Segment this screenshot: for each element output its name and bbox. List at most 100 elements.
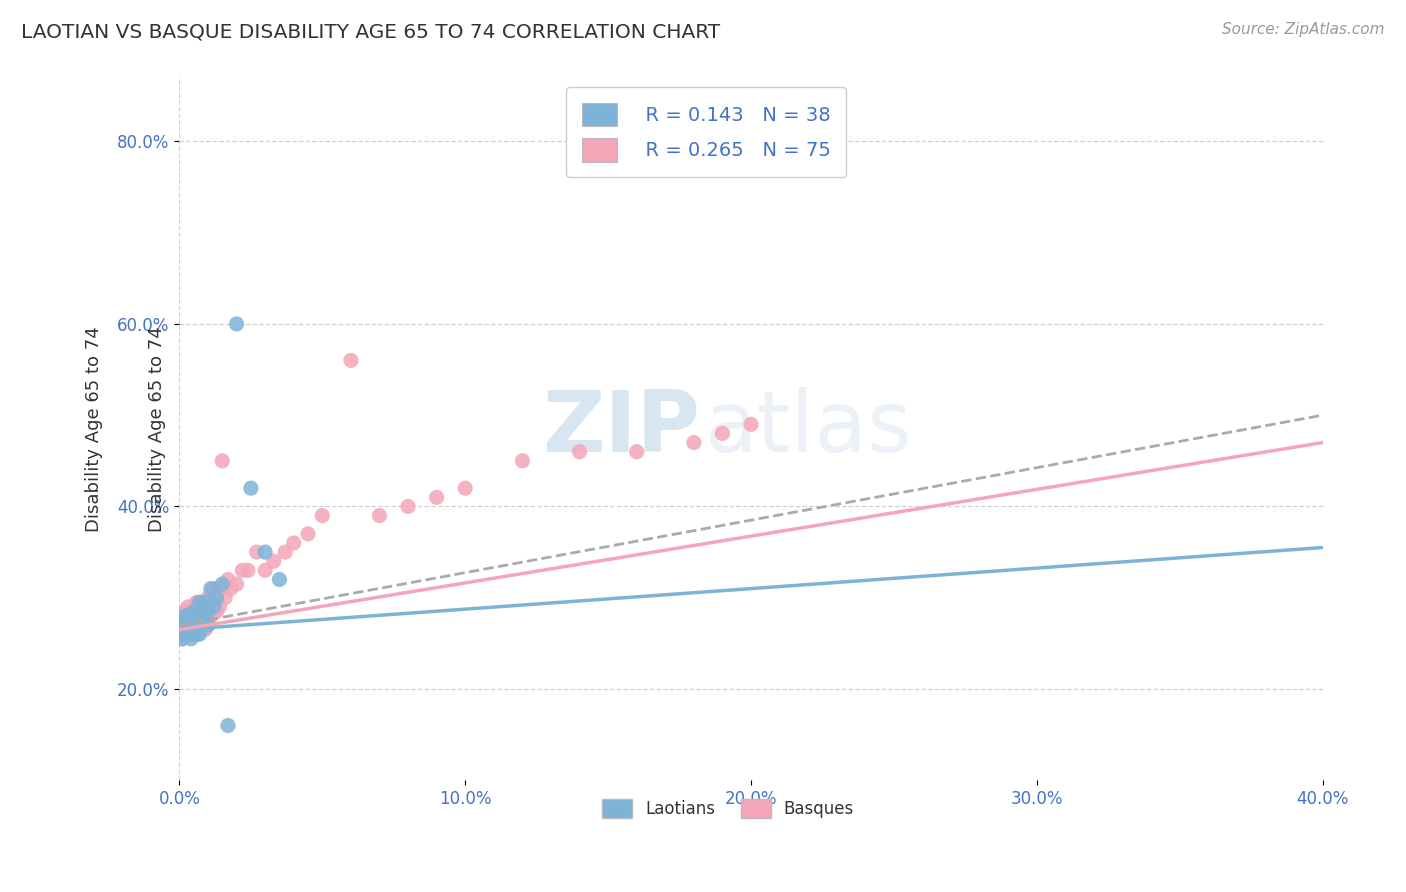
Point [188, 627, 211, 641]
Point [180, 627, 202, 641]
Point [225, 317, 247, 331]
Point [177, 599, 200, 614]
Point [454, 481, 477, 495]
Point [263, 554, 285, 568]
Point [174, 604, 197, 618]
Point [191, 623, 214, 637]
Point [274, 545, 297, 559]
Point [194, 623, 217, 637]
Point [183, 623, 205, 637]
Point [740, 417, 762, 432]
Point [169, 623, 191, 637]
Point [208, 599, 231, 614]
Point [174, 627, 197, 641]
Legend: Laotians, Basques: Laotians, Basques [596, 793, 860, 825]
Point [188, 595, 211, 609]
Point [197, 604, 219, 618]
Point [180, 618, 202, 632]
Point [174, 609, 197, 624]
Point [205, 586, 228, 600]
Point [180, 614, 202, 628]
Point [211, 454, 233, 468]
Point [254, 545, 277, 559]
Point [205, 591, 228, 605]
Point [254, 563, 277, 577]
Point [512, 454, 534, 468]
Point [172, 632, 194, 646]
Point [626, 444, 648, 458]
Point [188, 618, 211, 632]
Point [172, 623, 194, 637]
Point [180, 609, 202, 624]
Point [200, 609, 222, 624]
Point [208, 582, 231, 596]
Point [186, 595, 208, 609]
Point [172, 618, 194, 632]
Point [211, 577, 233, 591]
Point [186, 627, 208, 641]
Point [186, 623, 208, 637]
Point [202, 599, 225, 614]
Point [197, 604, 219, 618]
Point [186, 614, 208, 628]
Point [177, 609, 200, 624]
Point [188, 623, 211, 637]
Point [177, 618, 200, 632]
Point [219, 582, 242, 596]
Point [177, 609, 200, 624]
Text: Source: ZipAtlas.com: Source: ZipAtlas.com [1222, 22, 1385, 37]
Point [191, 599, 214, 614]
Text: ZIP: ZIP [541, 387, 700, 470]
Point [180, 627, 202, 641]
Point [711, 426, 734, 441]
Point [180, 623, 202, 637]
Point [297, 526, 319, 541]
Point [183, 618, 205, 632]
Point [202, 595, 225, 609]
Point [194, 604, 217, 618]
Point [188, 614, 211, 628]
Y-axis label: Disability Age 65 to 74: Disability Age 65 to 74 [148, 326, 166, 532]
Point [174, 627, 197, 641]
Point [172, 609, 194, 624]
Text: LAOTIAN VS BASQUE DISABILITY AGE 65 TO 74 CORRELATION CHART: LAOTIAN VS BASQUE DISABILITY AGE 65 TO 7… [21, 22, 720, 41]
Point [183, 614, 205, 628]
Point [180, 609, 202, 624]
Point [225, 577, 247, 591]
Point [172, 614, 194, 628]
Point [197, 591, 219, 605]
Point [177, 623, 200, 637]
Point [194, 595, 217, 609]
Point [172, 632, 194, 646]
Point [236, 563, 259, 577]
Point [202, 582, 225, 596]
Text: atlas: atlas [706, 387, 914, 470]
Y-axis label: Disability Age 65 to 74: Disability Age 65 to 74 [86, 326, 103, 532]
Point [177, 627, 200, 641]
Point [183, 604, 205, 618]
Point [340, 353, 363, 368]
Point [169, 627, 191, 641]
Point [568, 444, 591, 458]
Point [183, 604, 205, 618]
Point [174, 618, 197, 632]
Point [174, 609, 197, 624]
Point [214, 591, 236, 605]
Point [200, 599, 222, 614]
Point [231, 563, 253, 577]
Point [186, 618, 208, 632]
Point [245, 545, 267, 559]
Point [177, 614, 200, 628]
Point [200, 582, 222, 596]
Point [283, 536, 305, 550]
Point [682, 435, 704, 450]
Point [191, 614, 214, 628]
Point [188, 609, 211, 624]
Point [186, 609, 208, 624]
Point [396, 500, 419, 514]
Point [239, 481, 262, 495]
Point [205, 604, 228, 618]
Point [180, 614, 202, 628]
Point [217, 573, 239, 587]
Point [183, 609, 205, 624]
